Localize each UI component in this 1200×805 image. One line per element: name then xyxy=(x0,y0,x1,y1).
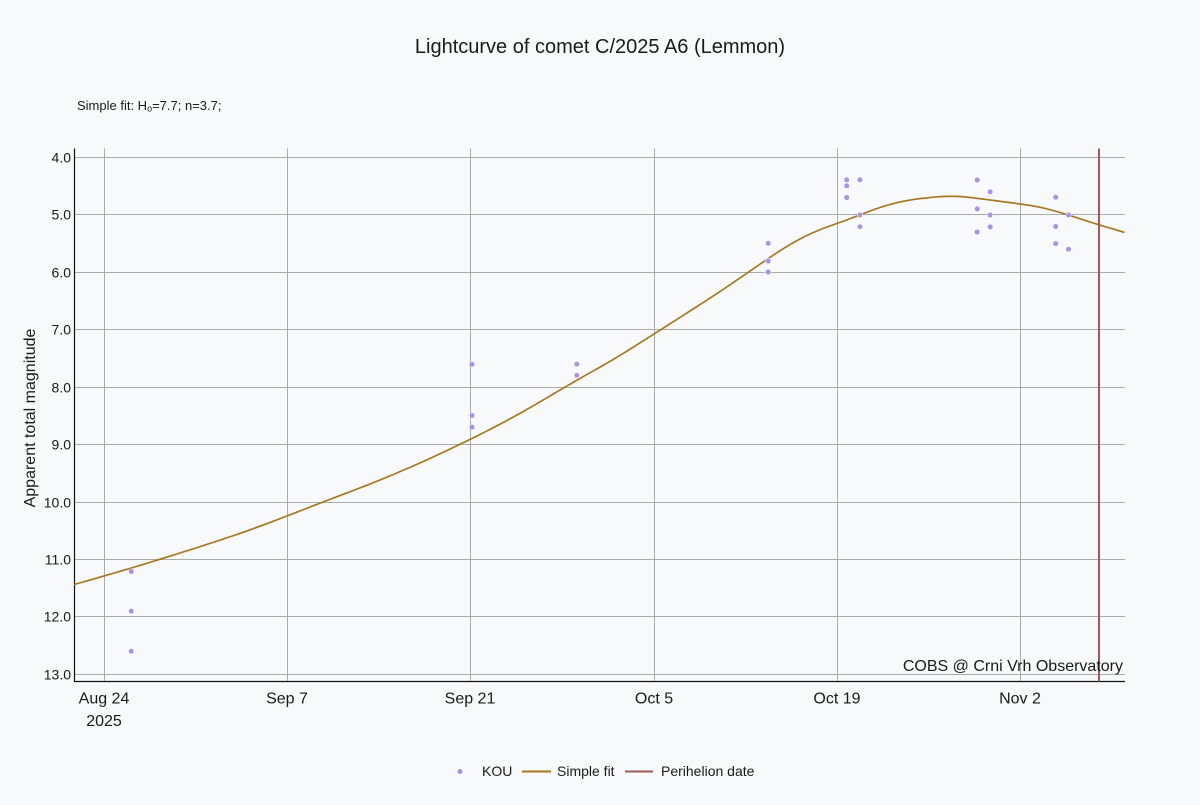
svg-text:5.0: 5.0 xyxy=(52,207,72,223)
svg-text:COBS @ Crni Vrh Observatory: COBS @ Crni Vrh Observatory xyxy=(903,658,1123,675)
svg-text:Sep 7: Sep 7 xyxy=(266,691,308,708)
svg-text:KOU: KOU xyxy=(482,763,512,779)
svg-text:Apparent total magnitude: Apparent total magnitude xyxy=(22,329,39,508)
svg-text:4.0: 4.0 xyxy=(52,150,72,166)
svg-text:6.0: 6.0 xyxy=(52,265,72,281)
svg-text:Aug 24: Aug 24 xyxy=(79,691,130,708)
svg-text:Simple fit: Ho=7.7; n=3.7;: Simple fit: Ho=7.7; n=3.7; xyxy=(77,98,222,114)
svg-text:11.0: 11.0 xyxy=(45,552,71,568)
svg-text:10.0: 10.0 xyxy=(44,495,71,511)
svg-text:Oct 5: Oct 5 xyxy=(635,691,673,708)
svg-text:7.0: 7.0 xyxy=(52,322,72,338)
svg-text:12.0: 12.0 xyxy=(44,609,71,625)
svg-text:Nov 2: Nov 2 xyxy=(999,691,1041,708)
svg-text:Oct 19: Oct 19 xyxy=(813,691,860,708)
svg-text:13.0: 13.0 xyxy=(44,667,71,683)
svg-text:Lightcurve of comet C/2025 A6: Lightcurve of comet C/2025 A6 (Lemmon) xyxy=(415,36,785,58)
svg-text:Perihelion date: Perihelion date xyxy=(661,763,755,779)
svg-text:2025: 2025 xyxy=(86,713,122,730)
svg-text:Simple fit: Simple fit xyxy=(557,763,615,779)
svg-text:9.0: 9.0 xyxy=(52,437,72,453)
svg-text:8.0: 8.0 xyxy=(52,380,72,396)
svg-text:Sep 21: Sep 21 xyxy=(445,691,496,708)
